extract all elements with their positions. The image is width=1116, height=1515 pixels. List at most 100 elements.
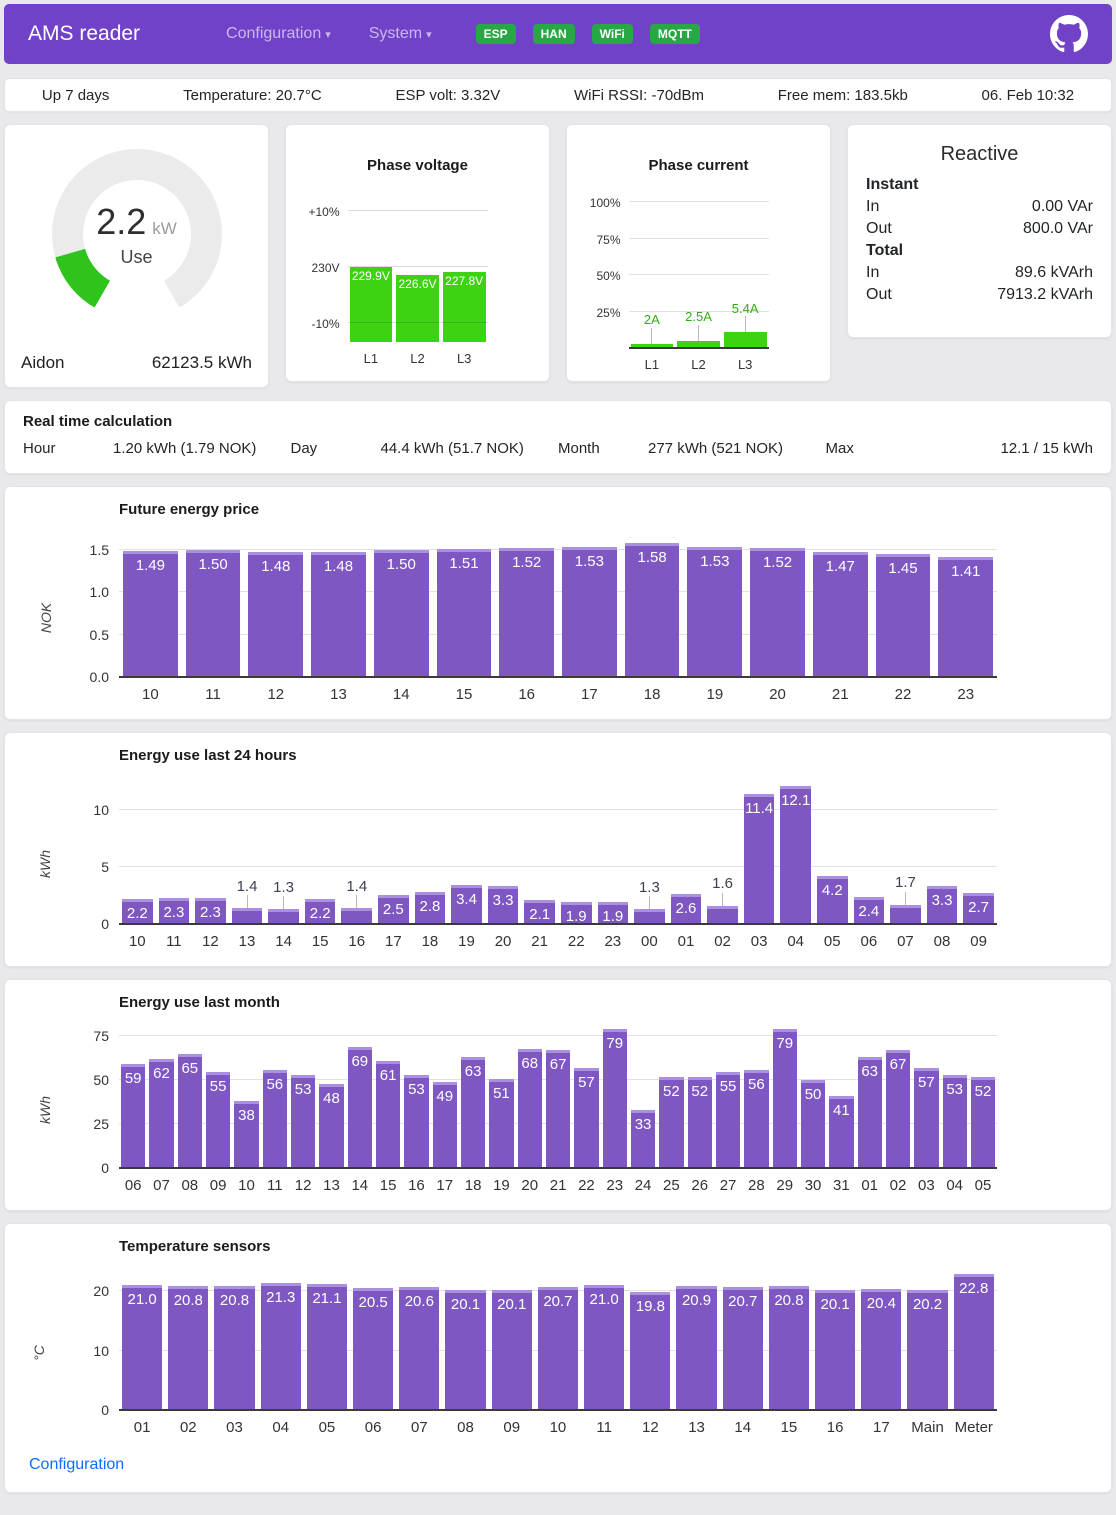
- realtime-month-value: 277 kWh (521 NOK): [648, 440, 784, 457]
- gridline: [628, 310, 769, 312]
- x-tick-label: 13: [238, 933, 256, 950]
- bar-temps-10: 20.7: [537, 1286, 579, 1410]
- bar-value-label: 57: [578, 1074, 595, 1091]
- bar-value-label: 1.4: [229, 878, 266, 909]
- bar-value-label: 1.48: [323, 557, 354, 575]
- bar-slot: 20.5: [350, 1269, 396, 1410]
- bar-value-label: 22.8: [959, 1280, 989, 1298]
- x-tick-label: 09: [209, 1177, 227, 1194]
- bar-month-13: 48: [319, 1083, 344, 1168]
- status-badges: ESP HAN WiFi MQTT: [475, 24, 700, 44]
- bar-value-label: 2.5: [382, 901, 404, 919]
- bar-month-28: 56: [744, 1069, 769, 1168]
- bar-slot: 79: [771, 1025, 799, 1168]
- bar-last24-04: 12.1: [780, 785, 811, 924]
- bar-value-label: 19.8: [635, 1298, 665, 1316]
- configuration-link[interactable]: Configuration: [29, 1456, 125, 1473]
- bar-last24-05: 4.2: [816, 876, 848, 924]
- realtime-day-group: Day 44.4 kWh (51.7 NOK): [291, 440, 559, 457]
- bar-temps-07: 20.6: [399, 1287, 440, 1410]
- bar-month-05: 52: [970, 1076, 996, 1168]
- bar-value-label: 2.8: [419, 898, 441, 916]
- bar-temps-04: 21.3: [260, 1283, 301, 1410]
- bar-slot: 11.4: [741, 778, 778, 924]
- x-tick-label: L1: [644, 357, 660, 372]
- bar-value-label: 20.1: [450, 1296, 481, 1314]
- reactive-total-heading: Total: [866, 242, 904, 259]
- meter-name: Aidon: [21, 353, 65, 372]
- x-tick-label: 17: [436, 1177, 454, 1194]
- x-tick-label: 11: [267, 1177, 283, 1194]
- bar-value-label: 63: [464, 1063, 482, 1081]
- bar-month-31: 41: [829, 1096, 854, 1168]
- bar-month-27: 55: [715, 1071, 741, 1168]
- x-tick-label: 27: [719, 1177, 737, 1194]
- bar-month-19: 51: [489, 1078, 514, 1168]
- gridline: [119, 865, 997, 867]
- energy-month-card: Energy use last month kWh 0 25 50 75 59 62 65 5…: [4, 979, 1112, 1211]
- phase-voltage-chart: -10% 230V +10% 229.9V 226.6V 227.8V L1 L2 L3: [308, 204, 488, 366]
- x-tick-label: 21: [549, 1177, 567, 1194]
- gridline: [119, 1035, 997, 1037]
- realtime-month-group: Month 277 kWh (521 NOK): [558, 440, 826, 457]
- bar-last24-17: 2.5: [378, 895, 409, 924]
- bar-slot: 3.3: [924, 778, 961, 924]
- bar-slot: 20.8: [211, 1269, 257, 1410]
- bar-value-label: 4.2: [821, 882, 843, 900]
- bar-slot: 55: [204, 1025, 232, 1168]
- esp-volt-status: ESP volt: 3.32V: [395, 86, 501, 104]
- bar-temps-17: 20.4: [861, 1288, 902, 1410]
- x-tick-label: 29: [776, 1177, 794, 1194]
- bar-value-label: 79: [776, 1035, 794, 1053]
- bar-value-label: 52: [974, 1082, 992, 1100]
- bar-temps-12: 19.8: [630, 1292, 671, 1410]
- y-tick-label: 50%: [596, 269, 621, 284]
- nav-system-dropdown[interactable]: System ▾: [369, 25, 432, 43]
- bar-value-label: 67: [549, 1056, 567, 1074]
- x-tick-label: 19: [493, 1177, 510, 1194]
- chevron-down-icon: ▾: [325, 29, 331, 41]
- bar-value-label: 38: [238, 1107, 255, 1125]
- bar-price-12: 1.48: [248, 551, 304, 677]
- bar-value-label: 5.4A: [722, 301, 769, 333]
- bar-value-label: 1.4: [338, 878, 375, 909]
- reactive-total-out-label: Out: [866, 286, 892, 303]
- bar-phase_voltage-L3: 227.8V: [442, 271, 486, 342]
- label-leader-line: [904, 891, 906, 905]
- bar-temps-01: 21.0: [122, 1285, 163, 1410]
- y-tick-label: 10: [93, 801, 109, 818]
- y-tick-label: 230V: [311, 260, 340, 275]
- bar-value-label: 52: [691, 1082, 709, 1100]
- bar-slot: 1.4: [338, 778, 375, 924]
- nav-configuration-dropdown[interactable]: Configuration ▾: [226, 25, 331, 43]
- x-tick-label: 26: [691, 1177, 709, 1194]
- github-link[interactable]: [1050, 15, 1088, 53]
- bar-slot: 1.49: [119, 532, 182, 677]
- bar-slot: 1.7: [887, 778, 924, 924]
- bar-value-label: 2.1: [529, 906, 551, 924]
- bar-value-label: 20.4: [866, 1294, 896, 1312]
- bar-slot: 2.3: [192, 778, 229, 924]
- bar-value-label: 69: [351, 1052, 369, 1070]
- bar-price-18: 1.58: [624, 543, 680, 677]
- bar-phase_current-L1: [630, 343, 674, 348]
- bar-price-13: 1.48: [311, 551, 366, 677]
- bar-value-label: 55: [209, 1077, 227, 1095]
- bar-last24-18: 2.8: [414, 892, 446, 924]
- bar-slot: 20.7: [720, 1269, 766, 1410]
- bar-phase_voltage-L2: 226.6V: [396, 274, 439, 342]
- bar-slot: 53: [402, 1025, 430, 1168]
- bar-slot: 1.9: [595, 778, 632, 925]
- gauge-value-row: 2.2 kW: [96, 201, 177, 243]
- gridline: [347, 209, 488, 211]
- x-tick-label: 23: [957, 686, 975, 703]
- plot-last24: 0 5 10 2.2 2.3 2.3 1.4 1.3 2.2 1.4 2.5 2.8 3.4 3.3 2.1…: [93, 778, 997, 932]
- x-tick-label: 30: [804, 1177, 822, 1194]
- chart-title: Temperature sensors: [119, 1238, 271, 1255]
- power-gauge-card: 2.2 kW Use Aidon 62123.5 kWh: [4, 124, 269, 388]
- bar-value-label: 1.7: [887, 875, 924, 905]
- plot-phase_voltage: -10% 230V +10% 229.9V 226.6V 227.8V: [308, 204, 488, 342]
- reactive-row: In 0.00 VAr: [866, 196, 1093, 218]
- x-tick-label: L2: [691, 357, 706, 372]
- bar-slot: 21.0: [119, 1269, 165, 1410]
